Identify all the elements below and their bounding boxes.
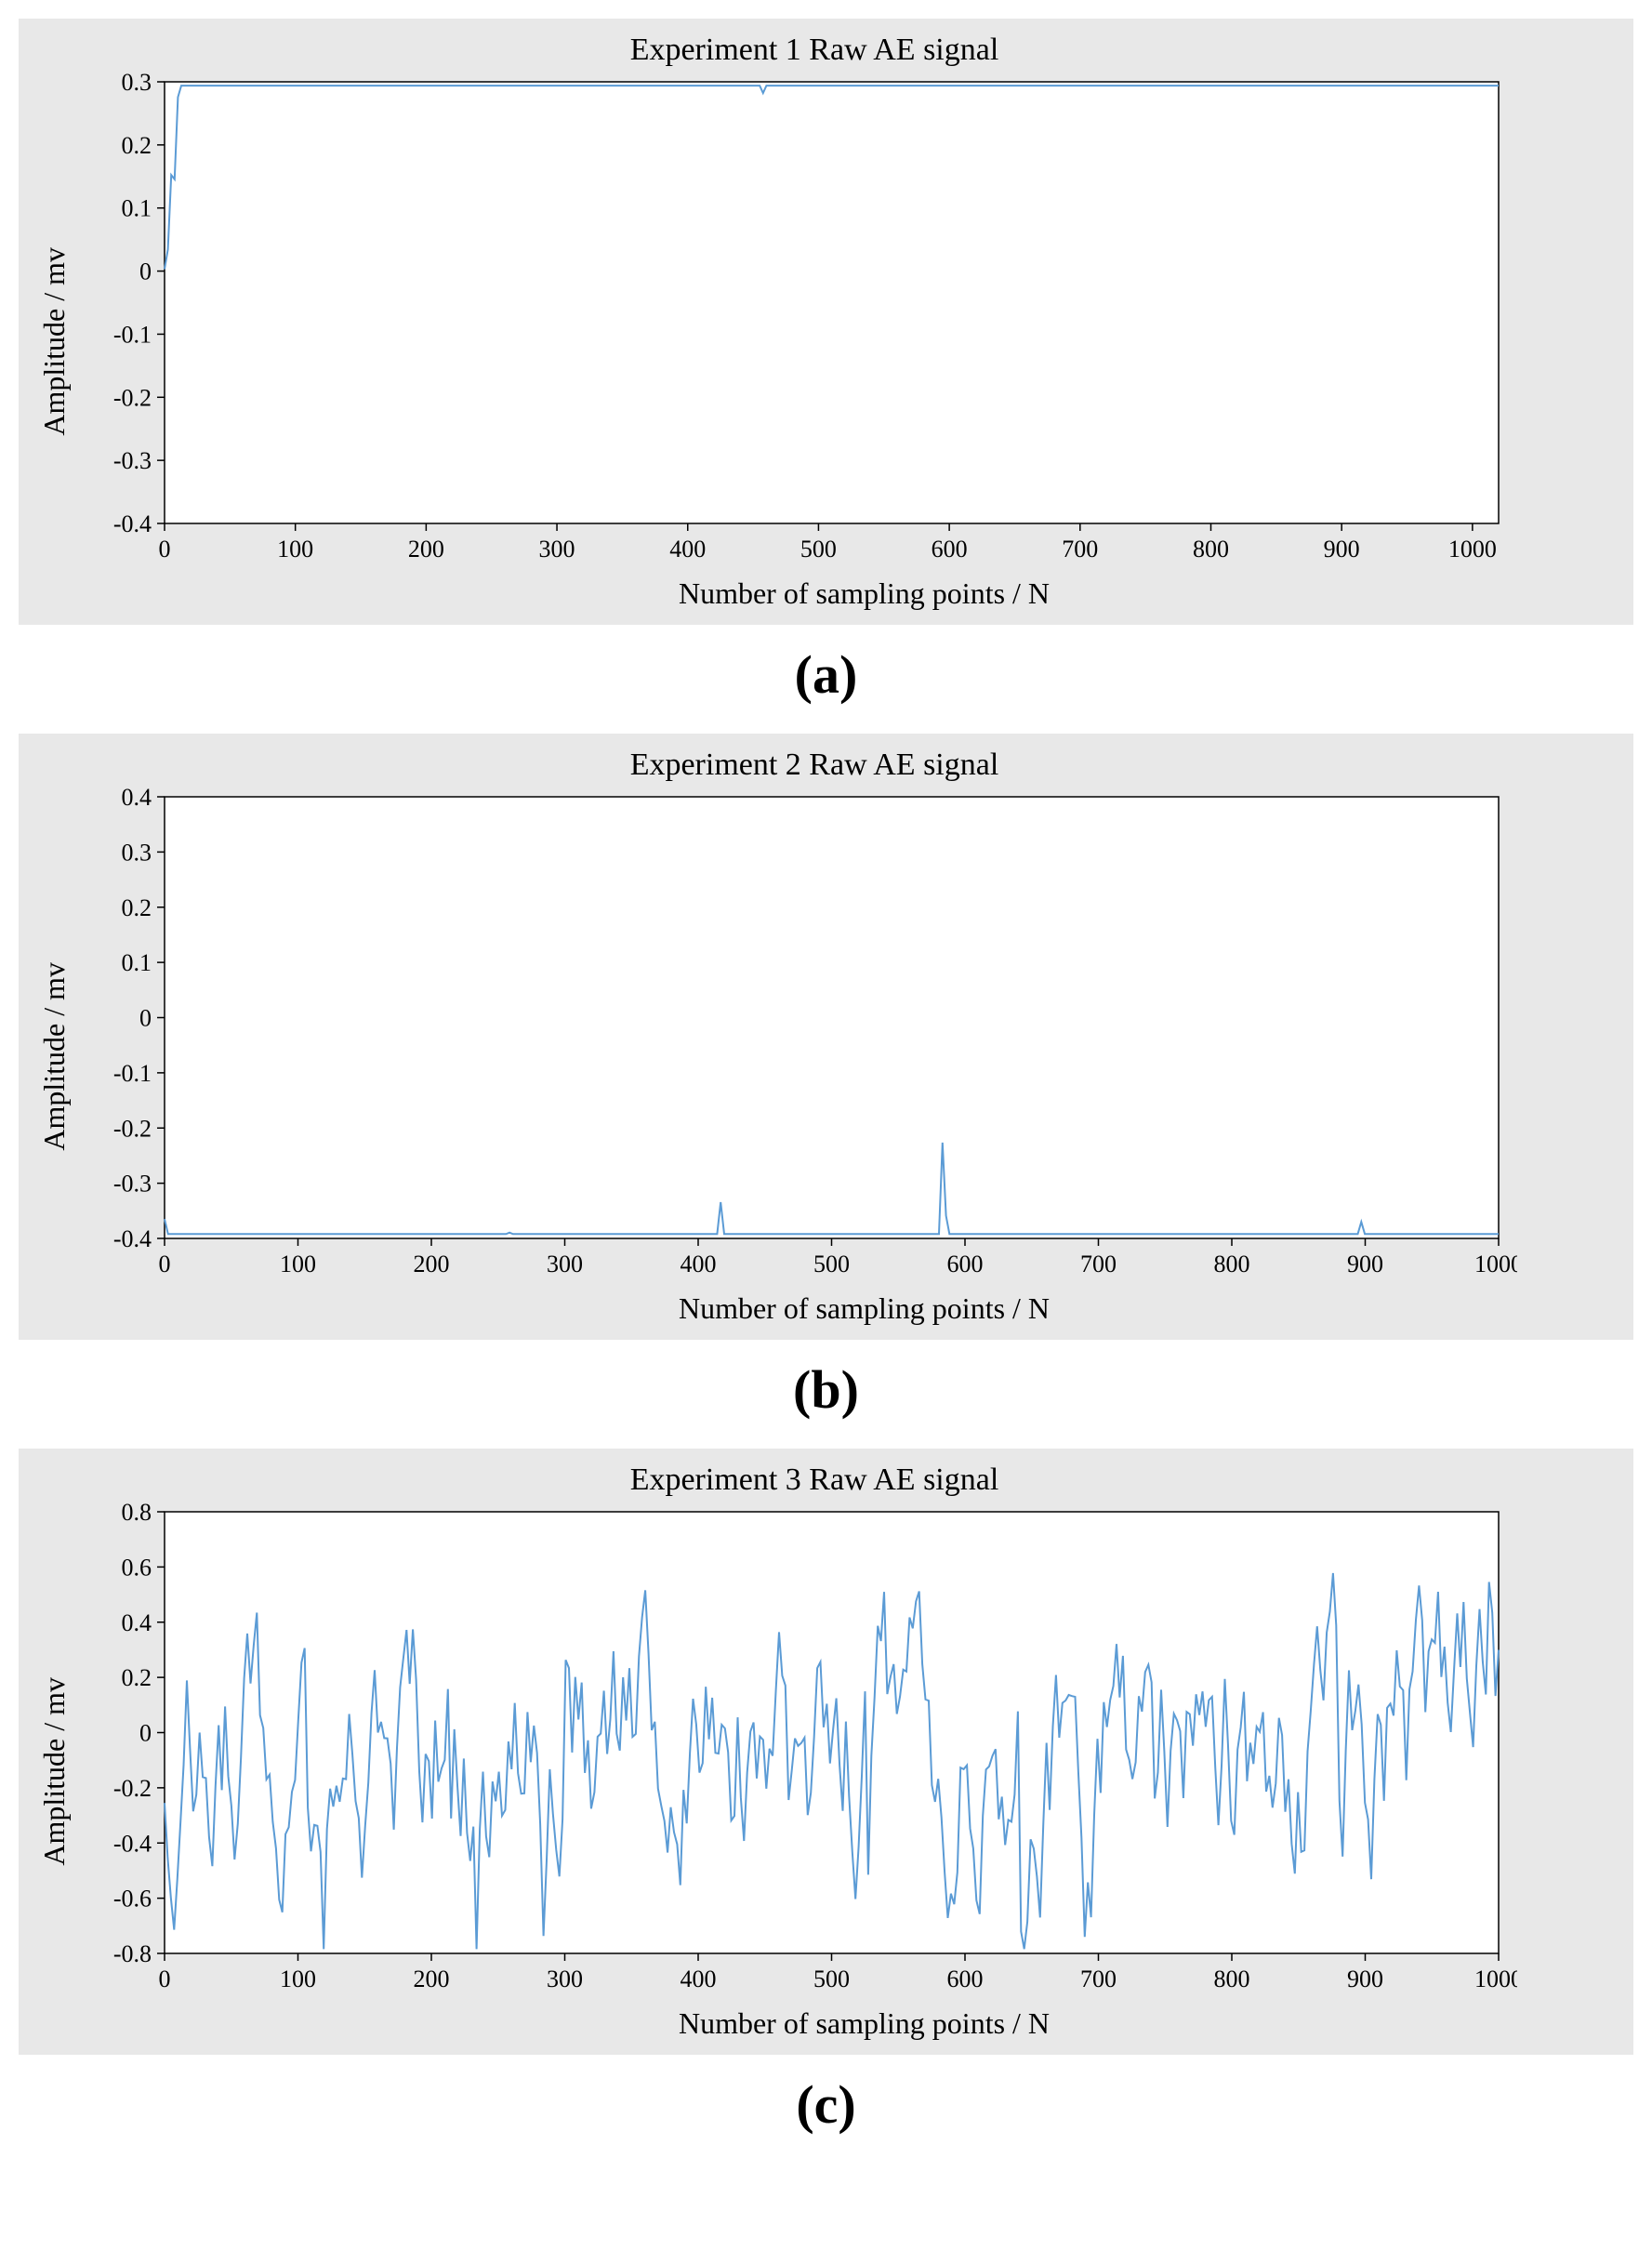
plot-area: 0 100 200 300 400 500 600 700 800 900 1000 -0.4 -0.3… (76, 788, 1596, 1326)
xtick-label: 0 (159, 536, 171, 562)
chart-panel-exp3: Experiment 3 Raw AE signal Amplitude / m… (19, 1449, 1633, 2136)
ytick-label: -0.3 (113, 1171, 152, 1198)
ytick-label: -0.2 (113, 1775, 152, 1802)
ytick-label: 0.2 (122, 132, 152, 159)
xtick-label: 200 (414, 1965, 450, 1992)
ytick-label: -0.2 (113, 1115, 152, 1142)
ytick-label: -0.2 (113, 384, 152, 411)
chart-panel-exp2: Experiment 2 Raw AE signal Amplitude / m… (19, 734, 1633, 1421)
chart-panel-exp1: Experiment 1 Raw AE signal Amplitude / m… (19, 19, 1633, 706)
ytick-label: -0.6 (113, 1886, 152, 1912)
xtick-label: 300 (539, 536, 575, 562)
xtick-label: 300 (547, 1251, 583, 1277)
ytick-label: -0.3 (113, 447, 152, 474)
plot-wrap: Amplitude / mv 0 100 200 300 400 500 600 700 800… (33, 1502, 1596, 2041)
ytick-label: -0.1 (113, 321, 152, 348)
ytick-label: -0.1 (113, 1060, 152, 1087)
chart-outer: Experiment 3 Raw AE signal Amplitude / m… (19, 1449, 1633, 2055)
ytick-label: 0.6 (122, 1554, 152, 1581)
xtick-label: 200 (414, 1251, 450, 1277)
ytick-label: -0.4 (113, 1830, 152, 1857)
ytick-label: -0.8 (113, 1940, 152, 1967)
ytick-label: 0.2 (122, 894, 152, 921)
x-axis-label: Number of sampling points / N (132, 1291, 1596, 1326)
chart-title: Experiment 1 Raw AE signal (33, 33, 1596, 68)
y-axis-label: Amplitude / mv (33, 1677, 76, 1866)
ytick-label: 0.1 (122, 195, 152, 222)
xtick-label: 800 (1214, 1965, 1250, 1992)
ytick-label: 0 (139, 258, 152, 285)
ytick-label: 0 (139, 1720, 152, 1747)
xtick-label: 600 (932, 536, 968, 562)
xtick-label: 500 (800, 536, 837, 562)
panel-sublabel: (c) (19, 2073, 1633, 2136)
xtick-label: 800 (1214, 1251, 1250, 1277)
ytick-label: 0 (139, 1005, 152, 1032)
signal-plot: 0 100 200 300 400 500 600 700 800 900 1000 -0.4 -0.3… (76, 73, 1517, 575)
plot-wrap: Amplitude / mv 0 100 200 300 400 500 600 700 800… (33, 788, 1596, 1326)
xtick-label: 600 (947, 1251, 984, 1277)
xtick-label: 1000 (1474, 1965, 1517, 1992)
ytick-label: -0.4 (113, 1225, 152, 1252)
xtick-label: 100 (280, 1965, 316, 1992)
xtick-label: 600 (947, 1965, 984, 1992)
xtick-label: 400 (669, 536, 706, 562)
xtick-label: 400 (681, 1965, 717, 1992)
xtick-label: 300 (547, 1965, 583, 1992)
xtick-label: 700 (1080, 1251, 1117, 1277)
xtick-label: 500 (813, 1965, 850, 1992)
xtick-label: 100 (280, 1251, 316, 1277)
plot-area: 0 100 200 300 400 500 600 700 800 900 1000 -0.8 -0.6… (76, 1502, 1596, 2041)
xtick-label: 700 (1062, 536, 1098, 562)
ytick-label: 0.3 (122, 839, 152, 866)
ytick-label: 0.3 (122, 73, 152, 96)
chart-title: Experiment 2 Raw AE signal (33, 748, 1596, 783)
chart-outer: Experiment 2 Raw AE signal Amplitude / m… (19, 734, 1633, 1340)
xtick-label: 800 (1193, 536, 1229, 562)
ytick-label: 0.4 (122, 1609, 152, 1636)
signal-plot: 0 100 200 300 400 500 600 700 800 900 1000 -0.8 -0.6… (76, 1502, 1517, 2005)
x-axis-label: Number of sampling points / N (132, 576, 1596, 611)
xtick-label: 900 (1347, 1965, 1383, 1992)
panel-sublabel: (b) (19, 1358, 1633, 1421)
xtick-label: 500 (813, 1251, 850, 1277)
xtick-label: 0 (159, 1251, 171, 1277)
plot-background (165, 797, 1499, 1238)
panel-sublabel: (a) (19, 643, 1633, 706)
xtick-label: 900 (1347, 1251, 1383, 1277)
xtick-label: 1000 (1474, 1251, 1517, 1277)
xtick-label: 200 (408, 536, 444, 562)
chart-title: Experiment 3 Raw AE signal (33, 1462, 1596, 1498)
xtick-label: 100 (277, 536, 313, 562)
plot-area: 0 100 200 300 400 500 600 700 800 900 1000 -0.4 -0.3… (76, 73, 1596, 611)
xtick-label: 900 (1324, 536, 1360, 562)
x-axis-label: Number of sampling points / N (132, 2006, 1596, 2041)
y-axis-label: Amplitude / mv (33, 962, 76, 1151)
ytick-label: -0.4 (113, 510, 152, 537)
plot-background (165, 1512, 1499, 1953)
ytick-label: 0.4 (122, 788, 152, 811)
xtick-label: 0 (159, 1965, 171, 1992)
xtick-label: 1000 (1448, 536, 1497, 562)
ytick-label: 0.2 (122, 1664, 152, 1691)
ytick-label: 0.1 (122, 949, 152, 976)
xtick-label: 700 (1080, 1965, 1117, 1992)
plot-background (165, 82, 1499, 523)
ytick-label: 0.8 (122, 1502, 152, 1526)
y-axis-label: Amplitude / mv (33, 247, 76, 436)
signal-plot: 0 100 200 300 400 500 600 700 800 900 1000 -0.4 -0.3… (76, 788, 1517, 1290)
xtick-label: 400 (681, 1251, 717, 1277)
chart-outer: Experiment 1 Raw AE signal Amplitude / m… (19, 19, 1633, 625)
plot-wrap: Amplitude / mv 0 100 200 300 400 500 600 700 800… (33, 73, 1596, 611)
